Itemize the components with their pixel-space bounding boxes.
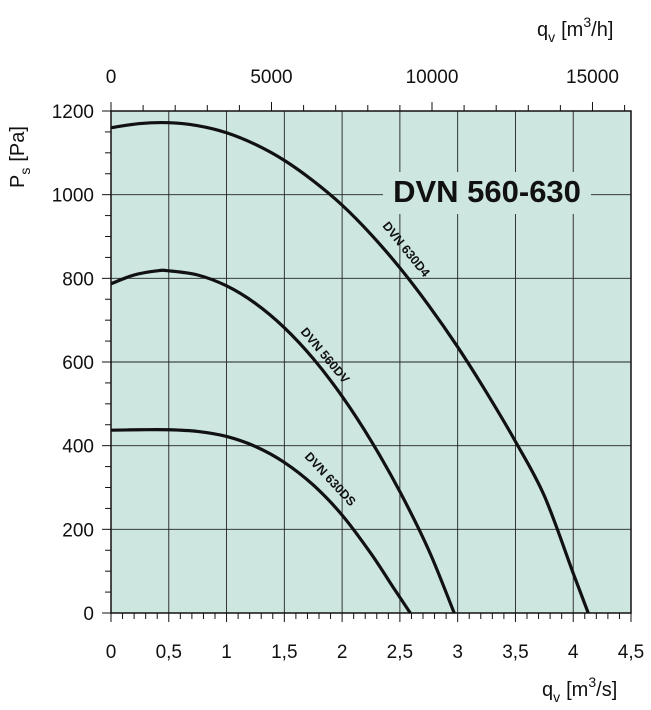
x-bottom-tick-label: 1,5 xyxy=(271,642,297,663)
x-bottom-tick-labels: 0 0,5 1 1,5 2 2,5 3 3,5 4 4,5 xyxy=(106,642,645,663)
x-bottom-axis-title: qv [m3/s] xyxy=(542,674,617,705)
x-bottom-tick-label: 0 xyxy=(106,642,117,663)
x-bottom-tick-label: 4,5 xyxy=(618,642,644,663)
curves xyxy=(110,120,590,614)
y-tick-label: 600 xyxy=(62,353,94,374)
x-bottom-tick-label: 4 xyxy=(568,642,579,663)
minor-ticks xyxy=(102,102,632,622)
chart-title-group: DVN 560-630 xyxy=(383,172,591,214)
x-top-tick-label: 15000 xyxy=(566,67,619,88)
x-bottom-tick-label: 3,5 xyxy=(502,642,528,663)
y-tick-label: 800 xyxy=(62,269,94,290)
series-line-dvn-630ds xyxy=(110,428,412,614)
y-tick-label: 1000 xyxy=(52,186,94,207)
x-bottom-tick-label: 2 xyxy=(337,642,348,663)
y-tick-labels: 0 200 400 600 800 1000 1200 xyxy=(52,102,94,625)
x-top-tick-labels: 0 5000 10000 15000 xyxy=(106,67,619,88)
y-tick-label: 400 xyxy=(62,437,94,458)
y-tick-label: 0 xyxy=(83,604,94,625)
x-top-axis-title: qv [m3/h] xyxy=(537,14,613,45)
chart-title: DVN 560-630 xyxy=(393,174,581,209)
plot-frame xyxy=(110,110,632,614)
series-line-dvn-630d4 xyxy=(110,120,590,614)
x-bottom-tick-label: 1 xyxy=(221,642,232,663)
x-top-tick-label: 5000 xyxy=(250,67,292,88)
x-top-tick-label: 10000 xyxy=(406,67,459,88)
x-bottom-tick-label: 3 xyxy=(452,642,463,663)
chart-title-background xyxy=(383,172,591,214)
x-bottom-tick-label: 0,5 xyxy=(156,642,182,663)
y-axis-title: Ps[Pa] xyxy=(7,126,33,188)
series-line-dvn-560dv xyxy=(110,268,456,614)
x-bottom-tick-label: 2,5 xyxy=(387,642,413,663)
y-tick-label: 200 xyxy=(62,520,94,541)
x-top-tick-label: 0 xyxy=(106,67,117,88)
y-tick-label: 1200 xyxy=(52,102,94,123)
